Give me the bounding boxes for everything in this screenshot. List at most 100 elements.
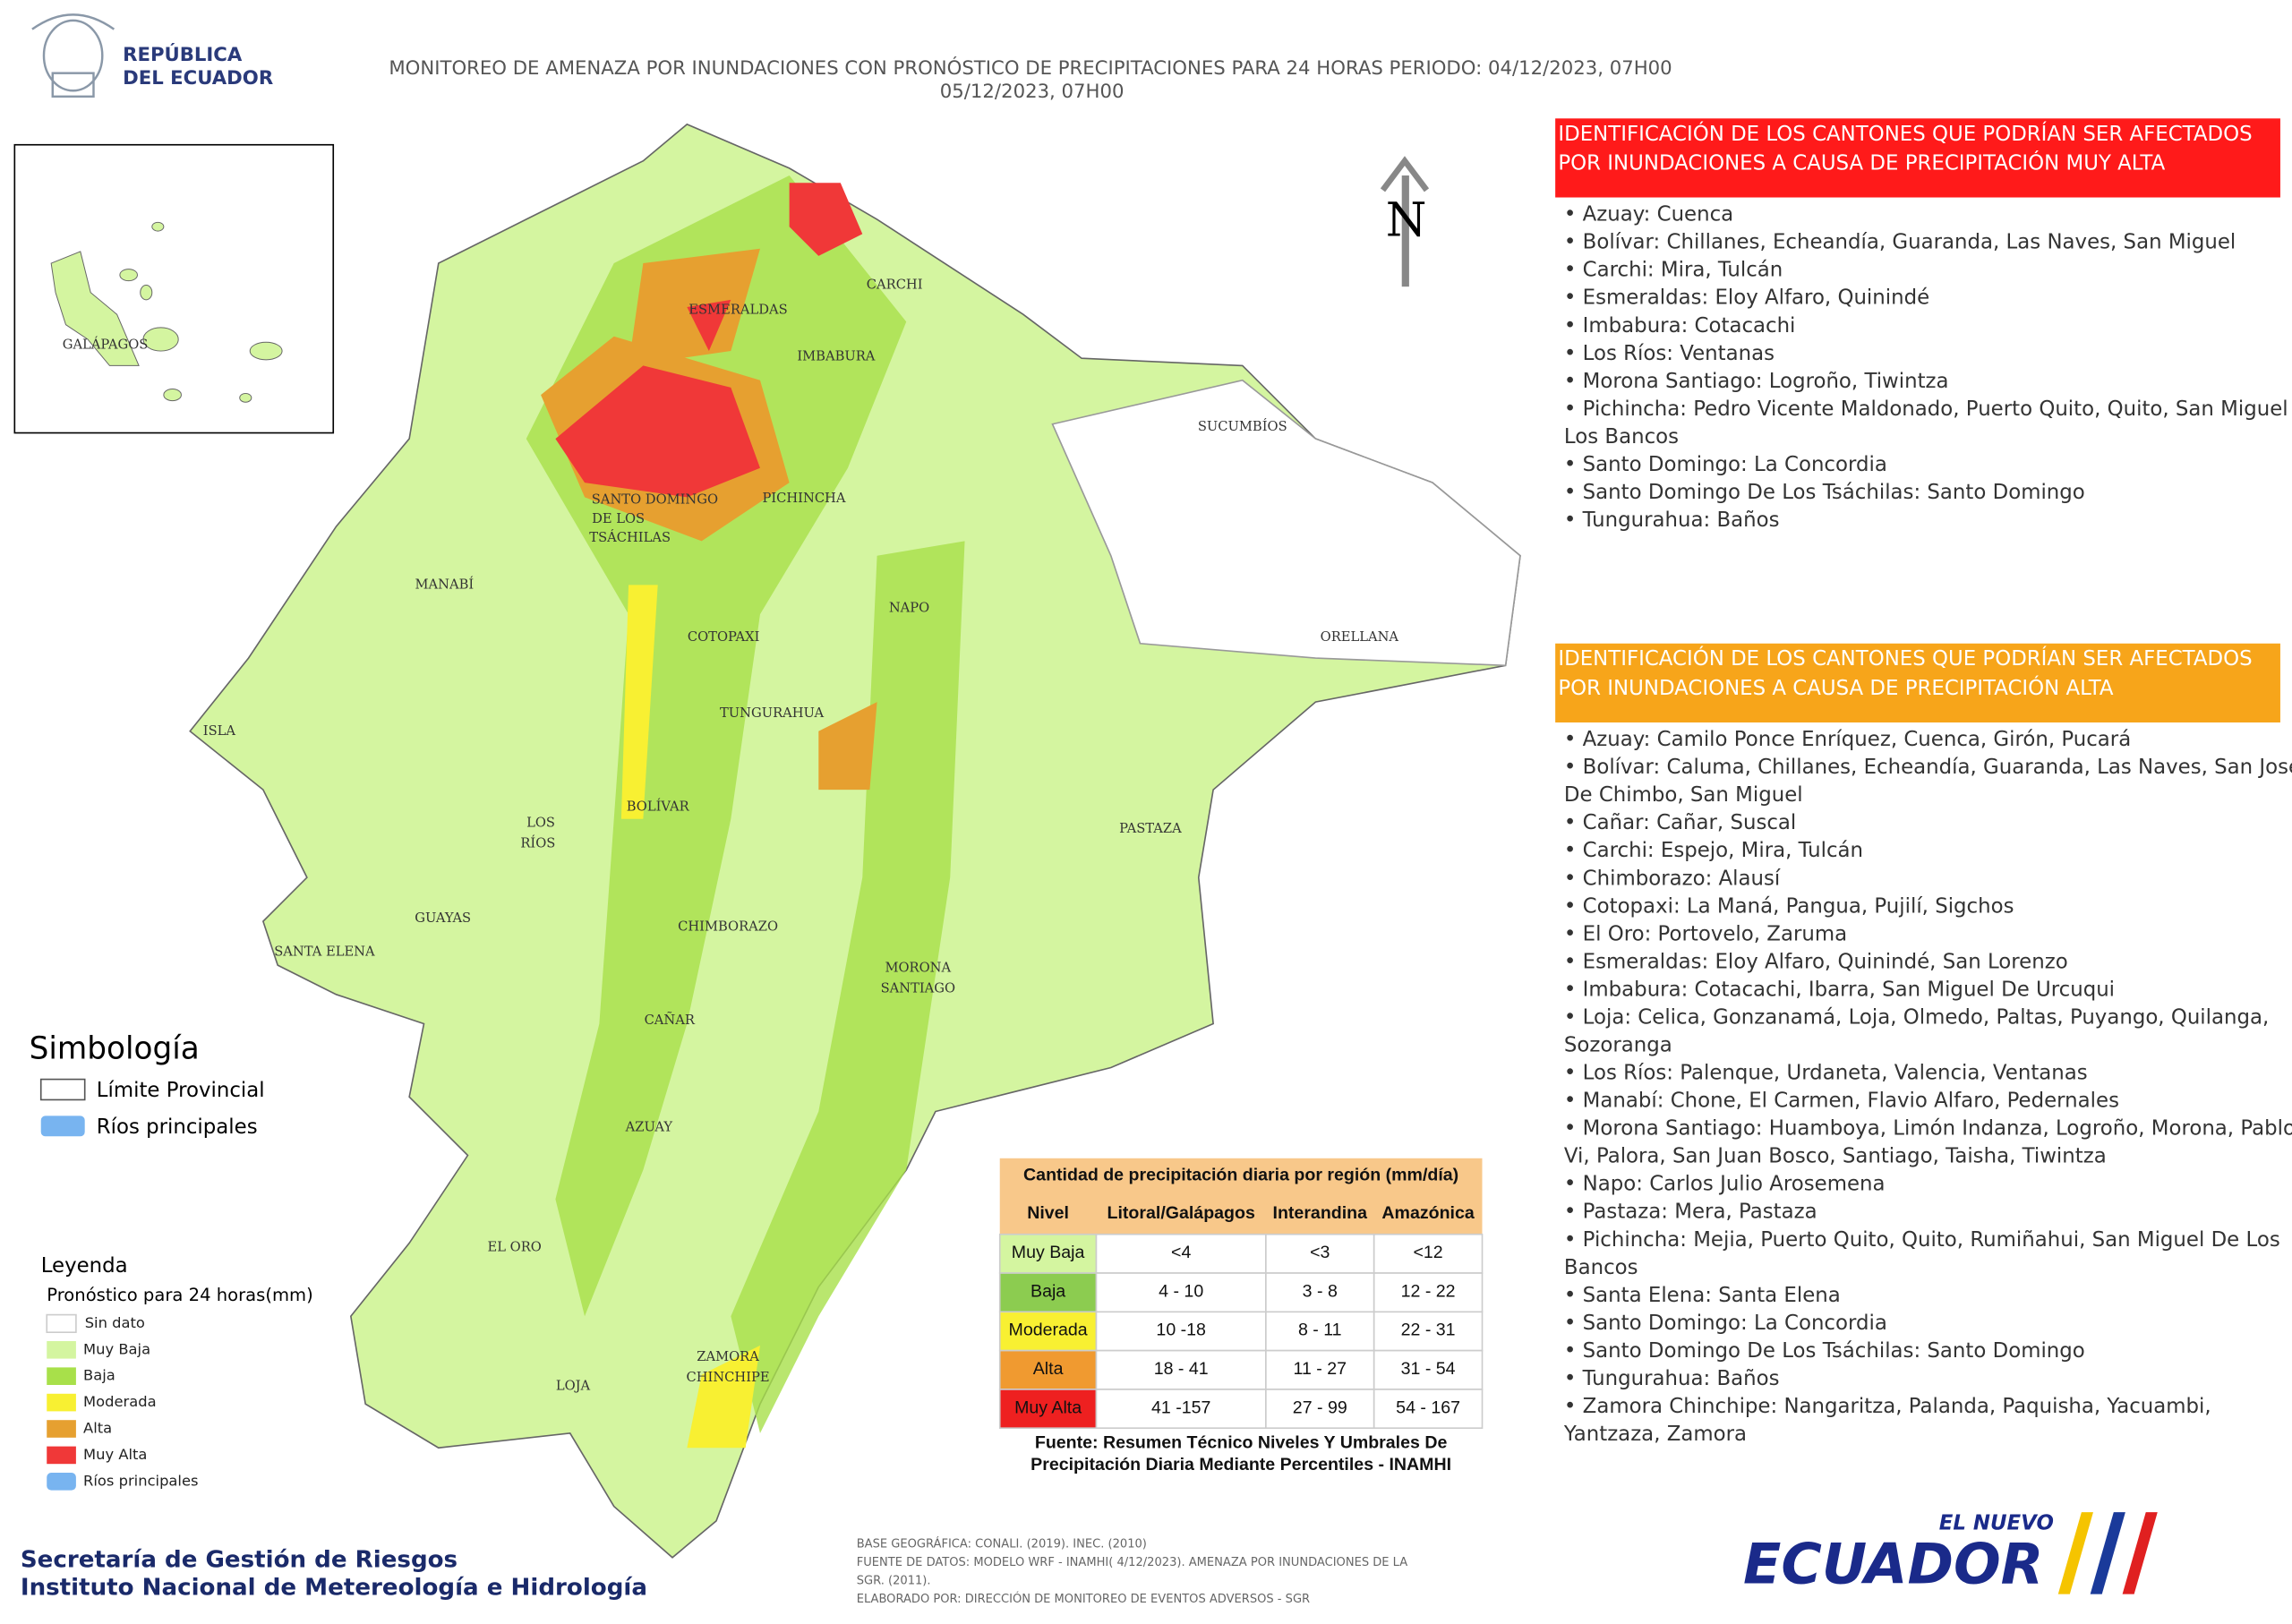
legend-label: Baja [83, 1367, 115, 1384]
province-label: GUAYAS [415, 910, 471, 926]
legend-swatch [47, 1340, 76, 1359]
table-cell-text: 22 - 31 [1401, 1321, 1456, 1340]
emblem [31, 13, 115, 98]
title: MONITOREO DE AMENAZA POR INUNDACIONES CO… [389, 56, 1672, 80]
province-label: SANTIAGO [881, 980, 955, 996]
province-label: CARCHI [867, 278, 923, 293]
table-cell-text: 10 -18 [1156, 1321, 1206, 1340]
canton-item: • Pichincha: Pedro Vicente Maldonado, Pu… [1564, 397, 2292, 421]
canton-item: Yantzaza, Zamora [1563, 1423, 1747, 1446]
province-label: COTOPAXI [688, 629, 760, 645]
table-cell [1265, 1272, 1375, 1313]
canton-item: • Pichincha: Mejia, Puerto Quito, Quito,… [1564, 1228, 2280, 1252]
legend-label: Alta [83, 1419, 112, 1436]
province-label: RÍOS [520, 835, 555, 851]
canton-item: • Azuay: Cuenca [1564, 203, 1733, 227]
province-label: GALÁPAGOS [63, 337, 149, 353]
canton-item: • Pastaza: Mera, Pastaza [1564, 1201, 1817, 1224]
canton-item: • Loja: Celica, Gonzanamá, Loja, Olmedo,… [1564, 1005, 2269, 1029]
country: DEL ECUADOR [123, 67, 273, 90]
table-header: Amazónica [1381, 1203, 1475, 1223]
table-source: Fuente: Resumen Técnico Niveles Y Umbral… [1035, 1433, 1448, 1453]
canton-item: • Napo: Carlos Julio Arosemena [1564, 1173, 1886, 1196]
legend-swatch [47, 1446, 76, 1465]
province-label: IMBABURA [797, 349, 875, 364]
level-cell [998, 1272, 1098, 1313]
river-swatch [40, 1115, 85, 1137]
province-label: MORONA [885, 960, 951, 975]
table-cell [1265, 1349, 1375, 1390]
province-label: DE LOS [592, 511, 645, 526]
province-label: TSÁCHILAS [589, 529, 671, 545]
province-label: PASTAZA [1119, 821, 1182, 836]
level-cell [998, 1349, 1098, 1390]
table-cell-text: 41 -157 [1151, 1397, 1210, 1417]
legend-label: Ríos principales [83, 1472, 198, 1489]
province-label: PICHINCHA [762, 491, 845, 506]
canton-item: • El Oro: Portovelo, Zaruma [1564, 922, 1847, 945]
table-cell [1373, 1233, 1484, 1274]
table-cell-text: Moderada [1009, 1321, 1088, 1340]
table-cell-text: <12 [1413, 1243, 1442, 1262]
canton-item: • Bolívar: Caluma, Chillanes, Echeandía,… [1564, 756, 2292, 779]
panel-title: POR INUNDACIONES A CAUSA DE PRECIPITACIÓ… [1558, 675, 2114, 700]
credit: ELABORADO POR: DIRECCIÓN DE MONITOREO DE… [857, 1592, 1310, 1606]
legend-label: Moderada [83, 1393, 157, 1410]
boundary-swatch [39, 1078, 86, 1101]
canton-item: • Carchi: Mira, Tulcán [1564, 259, 1783, 282]
level-cell [998, 1233, 1098, 1274]
canton-item: • Tungurahua: Baños [1564, 1367, 1780, 1390]
province-label: BOLÍVAR [627, 799, 690, 815]
province-label: ORELLANA [1321, 629, 1399, 645]
institution: Instituto Nacional de Metereología e Hid… [21, 1575, 647, 1602]
canton-item: • Cotopaxi: La Maná, Pangua, Pujilí, Sig… [1564, 894, 2014, 918]
province-label: NAPO [889, 601, 929, 616]
legend-label: Muy Baja [83, 1340, 150, 1357]
table-source: Precipitación Diaria Mediante Percentile… [1031, 1455, 1451, 1474]
legend-swatch [47, 1393, 76, 1412]
credit: FUENTE DE DATOS: MODELO WRF - INAMHI( 4/… [857, 1556, 1408, 1569]
canton-item: • Esmeraldas: Eloy Alfaro, Quinindé [1564, 286, 1929, 310]
table-cell-text: 31 - 54 [1401, 1359, 1456, 1379]
legend-swatch [46, 1313, 77, 1334]
north-arrow [1380, 156, 1430, 287]
province-label: ISLA [203, 723, 236, 739]
table-cell [1265, 1233, 1375, 1274]
canton-item: Sozoranga [1564, 1034, 1672, 1057]
mainland [189, 123, 1521, 1559]
table-cell [1095, 1349, 1267, 1390]
logo: ECUADOR [1743, 1531, 2043, 1596]
province-label: SANTO DOMINGO [592, 492, 718, 508]
symbology-title: Simbología [30, 1030, 200, 1066]
province-label: SUCUMBÍOS [1198, 418, 1287, 434]
legend-swatch [47, 1367, 76, 1385]
canton-item: • Manabí: Chone, El Carmen, Flavio Alfar… [1564, 1090, 2119, 1113]
table-cell-text: 4 - 10 [1159, 1281, 1203, 1301]
canton-item: • Santo Domingo De Los Tsáchilas: Santo … [1564, 481, 2085, 504]
table-cell-text: Baja [1031, 1281, 1065, 1301]
table-header-bg [999, 1192, 1483, 1235]
institution: Secretaría de Gestión de Riesgos [21, 1547, 458, 1574]
province-label: SANTA ELENA [274, 944, 375, 959]
logo: EL NUEVO [1939, 1512, 2054, 1535]
canton-item: • Tungurahua: Baños [1564, 509, 1780, 532]
table-cell-text: <4 [1171, 1243, 1191, 1262]
canton-item: • Los Ríos: Ventanas [1564, 342, 1775, 365]
logo-stripe [2090, 1512, 2125, 1594]
table-title-bg [999, 1158, 1483, 1193]
canton-item: • Santo Domingo De Los Tsáchilas: Santo … [1564, 1339, 2085, 1363]
legend-label: Muy Alta [83, 1446, 147, 1463]
title: 05/12/2023, 07H00 [940, 81, 1125, 103]
canton-item: Bancos [1564, 1256, 1638, 1279]
table-cell [1095, 1389, 1267, 1430]
legend-title: Leyenda [41, 1254, 128, 1278]
canton-item: • Los Ríos: Palenque, Urdaneta, Valencia… [1564, 1062, 2088, 1085]
panel-title: IDENTIFICACIÓN DE LOS CANTONES QUE PODRÍ… [1558, 121, 2252, 146]
legend-subtitle: Pronóstico para 24 horas(mm) [47, 1285, 313, 1305]
canton-item: • Santo Domingo: La Concordia [1564, 1312, 1887, 1335]
table-cell-text: Muy Alta [1014, 1397, 1082, 1417]
table-cell-text: 54 - 167 [1396, 1397, 1460, 1417]
rain-zones [526, 175, 965, 1449]
